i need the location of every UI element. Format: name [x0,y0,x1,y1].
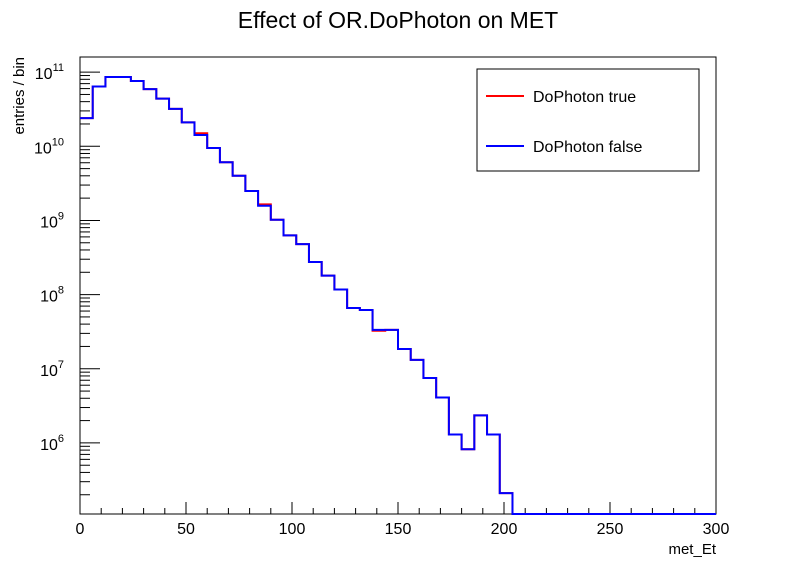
y-axis-label: entries / bin [11,57,28,135]
x-tick-label: 0 [76,521,85,538]
x-tick-label: 50 [177,521,195,538]
chart-title: Effect of OR.DoPhoton on MET [238,7,558,33]
y-tick-label: 109 [40,210,64,231]
legend-label-dophoton-false: DoPhoton false [533,139,643,156]
legend-box [476,68,700,172]
series-line-dophoton-false [80,75,716,515]
y-tick-label: 106 [40,433,64,454]
x-tick-label: 150 [385,521,412,538]
legend-label-dophoton-true: DoPhoton true [533,89,636,106]
x-tick-label: 200 [491,521,518,538]
y-tick-label: 107 [40,359,64,380]
legend: DoPhoton true DoPhoton false [476,68,700,172]
y-tick-label: 1011 [35,62,64,83]
series-lines [80,75,716,515]
x-tick-label: 250 [597,521,624,538]
y-axis-tick-labels: 1011 1010 109 108 107 106 [34,62,64,454]
x-tick-label: 300 [703,521,730,538]
y-tick-label: 1010 [34,136,64,157]
axis-ticks [79,71,717,514]
x-axis-tick-labels: 0 50 100 150 200 250 300 [76,521,730,538]
y-tick-label: 108 [40,285,64,306]
x-tick-label: 100 [279,521,306,538]
x-axis-label: met_Et [668,541,716,558]
